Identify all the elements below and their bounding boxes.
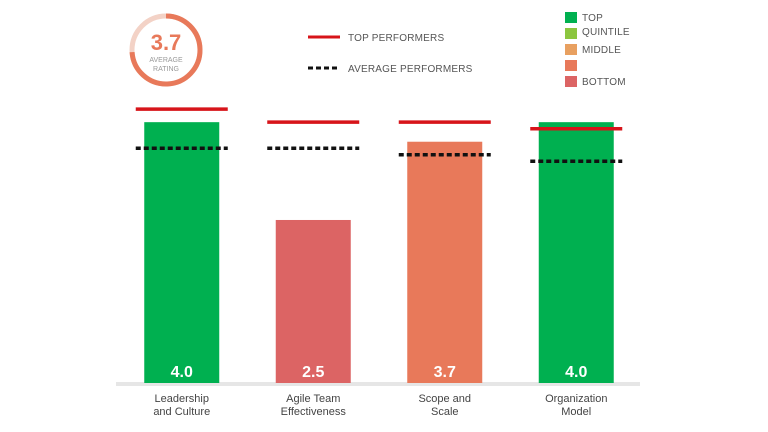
- performer-legend: TOP PERFORMERS AVERAGE PERFORMERS: [308, 33, 473, 75]
- category-label-4-line-2: Model: [561, 406, 591, 418]
- bar-1: [144, 122, 220, 384]
- legend-quintile-label-middle: MIDDLE: [582, 45, 621, 56]
- legend-quintile-label-quintile: QUINTILE: [582, 27, 630, 38]
- rating-caption-line2: RATING: [153, 66, 179, 73]
- category-label-3-line-2: Scale: [431, 406, 459, 418]
- category-label-2-line-1: Agile Team: [286, 393, 340, 405]
- benchmark-marks-layer: [135, 107, 623, 164]
- rating-ring-arc: [129, 13, 203, 87]
- rating-caption-line1: AVERAGE: [149, 57, 183, 64]
- legend-quintile-swatch-5: [565, 76, 577, 87]
- category-label-1-line-2: and Culture: [153, 406, 210, 418]
- category-label-3-line-1: Scope and: [418, 393, 471, 405]
- legend-top-performers-label: TOP PERFORMERS: [348, 33, 444, 44]
- rating-value: 3.7: [151, 30, 182, 55]
- bars-layer: [144, 122, 614, 384]
- bar-value-label-4: 4.0: [565, 364, 587, 381]
- bar-value-label-3: 3.7: [434, 364, 456, 381]
- bar-value-label-1: 4.0: [171, 364, 193, 381]
- bar-4: [538, 122, 614, 384]
- category-label-1-line-1: Leadership: [155, 393, 209, 405]
- bar-value-label-2: 2.5: [302, 364, 324, 381]
- category-label-2-line-2: Effectiveness: [281, 406, 347, 418]
- bar-3: [407, 141, 483, 383]
- category-label-4-line-1: Organization: [545, 393, 607, 405]
- legend-quintile-swatch-3: [565, 44, 577, 55]
- legend-quintile-label-bottom: BOTTOM: [582, 77, 626, 88]
- legend-quintile-label-top: TOP: [582, 13, 603, 24]
- legend-quintile-swatch-4: [565, 60, 577, 71]
- legend-quintile-swatch-2: [565, 28, 577, 39]
- average-rating-badge: 3.7 AVERAGE RATING: [129, 13, 203, 87]
- legend-quintile-swatch-1: [565, 12, 577, 23]
- legend-average-performers-label: AVERAGE PERFORMERS: [348, 64, 473, 75]
- bar-2: [275, 219, 351, 383]
- quintile-legend: TOP QUINTILE MIDDLE BOTTOM: [565, 12, 630, 88]
